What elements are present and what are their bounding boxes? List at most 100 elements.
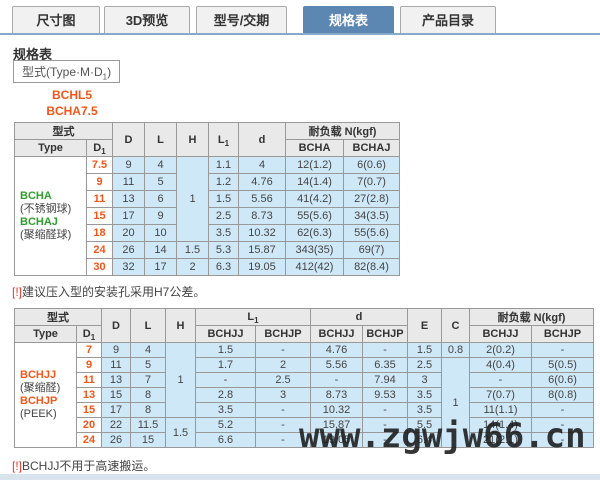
- column-header: BCHJP: [362, 325, 408, 343]
- column-header: D: [112, 122, 145, 157]
- table-cell: 15.87: [310, 417, 363, 433]
- d1-value-cell[interactable]: 11: [76, 372, 102, 388]
- table-cell: 3: [255, 387, 311, 403]
- table-cell: -: [469, 372, 532, 388]
- column-header: L1: [208, 122, 239, 157]
- table-cell: 8: [130, 402, 166, 418]
- table-cell: 55(5.6): [285, 207, 344, 225]
- table-row: 11 13 6 1.5 5.56 41(4.2) 27(2.8): [15, 190, 400, 208]
- tab-dimension-drawing[interactable]: 尺寸图: [12, 6, 100, 33]
- d1-value-cell[interactable]: 9: [76, 357, 102, 373]
- column-header: 型式: [14, 122, 113, 140]
- spec-table-bcha: 型式 D L H L1 d 耐负载 N(kgf) Type D1 BCHA BCHAJ BCHA (不锈…: [14, 122, 400, 276]
- d1-value-cell[interactable]: 9: [86, 173, 113, 191]
- column-header: L: [144, 122, 177, 157]
- table-cell: 82(8.4): [343, 258, 400, 276]
- table-cell: 9: [144, 207, 177, 225]
- table-cell: 6(0.6): [531, 372, 594, 388]
- part-number-links: BCHL5 BCHA7.5: [13, 87, 131, 119]
- table-cell: 15: [130, 432, 166, 448]
- column-header: Type: [14, 139, 87, 157]
- column-header: 型式: [14, 308, 102, 326]
- table-cell: 412(42): [285, 258, 344, 276]
- header-row: Type D1 BCHJJ BCHJP BCHJJ BCHJP BCHJJ BCHJP: [14, 325, 594, 343]
- column-header: C: [441, 308, 470, 343]
- d1-value-cell[interactable]: 7.5: [86, 156, 113, 174]
- table-cell: 69(7): [343, 241, 400, 259]
- tab-3d-preview[interactable]: 3D预览: [104, 6, 190, 33]
- spec-table: 型式 D L H L1 d E C 耐负载 N(kgf) Type D1 BCHJJ BCHJP BCHJ…: [14, 308, 594, 448]
- table-cell: 3.5: [407, 402, 442, 418]
- d1-value-cell[interactable]: 13: [76, 387, 102, 403]
- table-cell: 7(0.7): [469, 387, 532, 403]
- type-format-suffix: ): [107, 65, 112, 79]
- table-cell: 7.94: [362, 372, 408, 388]
- d1-value-cell[interactable]: 18: [86, 224, 113, 242]
- d1-value-cell[interactable]: 24: [86, 241, 113, 259]
- column-header: Type: [14, 325, 77, 343]
- column-header: H: [176, 122, 209, 157]
- type-label-line: BCHJJ: [20, 369, 57, 381]
- part-number-link-bcha75[interactable]: BCHA7.5: [46, 104, 98, 118]
- table-row: 11 13 7-2.5-7.94 3-6(0.6): [15, 372, 594, 388]
- tab-product-catalog[interactable]: 产品目录: [400, 6, 496, 33]
- table-row: 9 11 5 1.7 2 5.56 6.35 2.5 1 4(0.4) 5(0.5): [15, 357, 594, 448]
- table-cell: 2.5: [255, 372, 311, 388]
- table-cell: 32: [112, 258, 145, 276]
- table-cell: 14(1.4): [469, 417, 532, 433]
- column-header: BCHJP: [531, 325, 594, 343]
- note-text: 建议压入型的安装孔采用H7公差。: [22, 285, 206, 299]
- table-cell: 15: [101, 387, 131, 403]
- table-cell: -: [255, 402, 311, 418]
- type-format-box: 型式(Type·M·D1): [13, 60, 121, 83]
- page-title: 规格表: [13, 47, 53, 62]
- table-cell: 5.3: [208, 241, 239, 259]
- note-high-speed: [!]BCHJJ不用于高速搬运。: [12, 457, 155, 474]
- table-cell: 19.05: [238, 258, 286, 276]
- table-row: BCHA (不锈钢球) BCHAJ (聚缩醛球) 7.5 9 4 1 1.1 4 12(1.2) 6(…: [14, 156, 400, 276]
- table-cell: 343(35): [285, 241, 344, 259]
- table-cell: 62(6.3): [285, 224, 344, 242]
- tab-spec-table[interactable]: 规格表: [303, 6, 394, 33]
- table-cell: 2(0.2): [469, 342, 532, 358]
- d1-value-cell[interactable]: 11: [86, 190, 113, 208]
- tab-model-delivery[interactable]: 型号/交期: [196, 6, 287, 33]
- d1-value-cell[interactable]: 20: [76, 417, 102, 433]
- table-cell: 1.5: [195, 342, 256, 358]
- table-cell: 4: [238, 156, 286, 174]
- table-cell: 5: [130, 357, 166, 373]
- type-label-line: (不锈钢球): [20, 203, 72, 215]
- type-label-line: BCHA: [20, 190, 52, 202]
- table-cell: 5.2: [195, 417, 256, 433]
- d1-value-cell[interactable]: 15: [86, 207, 113, 225]
- watermark-text: www.zgwjw66.cn: [299, 416, 586, 456]
- table-cell: 8.73: [238, 207, 286, 225]
- table-cell: 9.53: [362, 387, 408, 403]
- table-cell: 1.5: [176, 241, 209, 259]
- column-header: BCHJJ: [469, 325, 532, 343]
- column-header: BCHJP: [255, 325, 311, 343]
- table-cell: 6.4: [407, 432, 442, 448]
- d1-value-cell[interactable]: 7: [76, 342, 102, 358]
- table-cell: -: [310, 372, 363, 388]
- type-label-line: BCHJP: [20, 395, 58, 407]
- table-cell: 15.87: [238, 241, 286, 259]
- table-cell: 7(0.7): [343, 173, 400, 191]
- table-cell: 2.5: [208, 207, 239, 225]
- table-cell: 13: [112, 190, 145, 208]
- table-cell: 17: [101, 402, 131, 418]
- part-number-link-bchl5[interactable]: BCHL5: [51, 88, 92, 102]
- column-header: d: [310, 308, 408, 326]
- table-cell: -: [531, 402, 594, 418]
- table-cell: 9: [101, 342, 131, 358]
- d1-value-cell[interactable]: 30: [86, 258, 113, 276]
- tab-underline: [0, 33, 600, 35]
- column-header: 耐负载 N(kgf): [285, 122, 400, 140]
- table-cell: 22: [101, 417, 131, 433]
- d1-value-cell[interactable]: 15: [76, 402, 102, 418]
- table-cell: -: [531, 342, 594, 358]
- table-cell: 8.73: [310, 387, 363, 403]
- table-cell: -: [362, 432, 408, 448]
- table-cell: 1.2: [208, 173, 239, 191]
- d1-value-cell[interactable]: 24: [76, 432, 102, 448]
